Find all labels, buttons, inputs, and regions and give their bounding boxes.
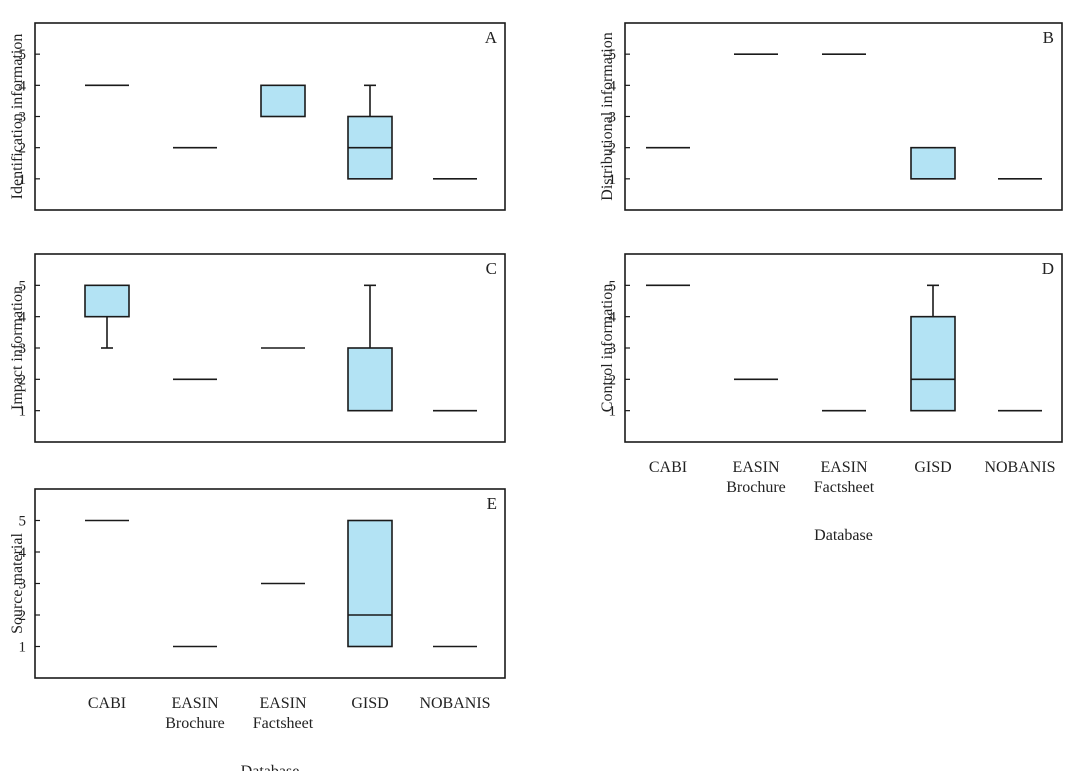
- plot-frame: [624, 22, 1063, 211]
- y-tick-label: 2: [609, 141, 617, 157]
- panel-letter: D: [1042, 259, 1054, 278]
- y-tick-label: 4: [19, 78, 27, 94]
- x-tick-label: CABI: [649, 459, 687, 476]
- x-tick-label: NOBANIS: [984, 459, 1055, 476]
- box-0: [84, 284, 130, 349]
- x-tick-label: GISD: [351, 695, 388, 712]
- x-tick-label: EASIN Factsheet: [814, 459, 875, 496]
- y-tick-label: 5: [609, 47, 617, 63]
- box-2: [260, 84, 306, 118]
- y-tick-label: 1: [609, 404, 617, 420]
- y-tick-label: 4: [19, 310, 27, 326]
- y-tick-label: 1: [19, 404, 27, 420]
- y-tick-label: 5: [19, 514, 27, 530]
- x-tick-label: NOBANIS: [419, 695, 490, 712]
- y-tick-label: 1: [19, 640, 27, 656]
- y-tick-label: 1: [19, 172, 27, 188]
- box-3: [910, 146, 956, 180]
- y-tick-label: 4: [19, 545, 27, 561]
- y-tick-label: 3: [609, 341, 617, 357]
- x-axis-label: Database: [814, 527, 873, 544]
- y-axis-label: Distributional information: [599, 32, 616, 200]
- y-tick-label: 4: [609, 78, 617, 94]
- box-iqr: [84, 284, 130, 318]
- panel-letter: A: [485, 28, 498, 47]
- box-3: [347, 284, 393, 412]
- y-tick-label: 2: [609, 372, 617, 388]
- box-iqr: [347, 519, 393, 648]
- panel-letter: E: [487, 494, 497, 513]
- plot-frame: [624, 253, 1063, 443]
- box-iqr: [260, 84, 306, 118]
- panel-letter: C: [486, 259, 497, 278]
- panel-letter: B: [1043, 28, 1054, 47]
- box-3: [347, 519, 393, 648]
- x-tick-label: CABI: [88, 695, 126, 712]
- y-tick-label: 5: [19, 278, 27, 294]
- y-tick-label: 2: [19, 141, 27, 157]
- box-3: [910, 284, 956, 412]
- y-axis-label: Identification information: [9, 34, 26, 200]
- y-axis-label: Impact information: [9, 286, 26, 410]
- x-tick-label: EASIN Brochure: [726, 459, 786, 496]
- y-tick-label: 3: [19, 577, 27, 593]
- y-axis-label: Source material: [9, 533, 26, 634]
- x-tick-label: GISD: [914, 459, 951, 476]
- y-tick-label: 5: [19, 47, 27, 63]
- box-iqr: [910, 146, 956, 180]
- panel-e: 1 2 3 4 5 Source material E CABI EASIN Brochure EA…: [9, 488, 506, 771]
- box-3: [347, 84, 393, 180]
- y-tick-label: 4: [609, 310, 617, 326]
- x-tick-label: EASIN Brochure: [165, 695, 225, 732]
- y-tick-label: 3: [609, 110, 617, 126]
- y-tick-label: 3: [19, 110, 27, 126]
- y-tick-label: 5: [609, 278, 617, 294]
- x-axis-label: Database: [241, 763, 300, 771]
- box-iqr: [910, 315, 956, 412]
- box-iqr: [347, 347, 393, 412]
- x-tick-label: EASIN Factsheet: [253, 695, 314, 732]
- y-tick-label: 3: [19, 341, 27, 357]
- y-tick-label: 1: [609, 172, 617, 188]
- y-tick-label: 2: [19, 608, 27, 624]
- y-tick-label: 2: [19, 372, 27, 388]
- y-axis-label: Control information: [599, 284, 616, 412]
